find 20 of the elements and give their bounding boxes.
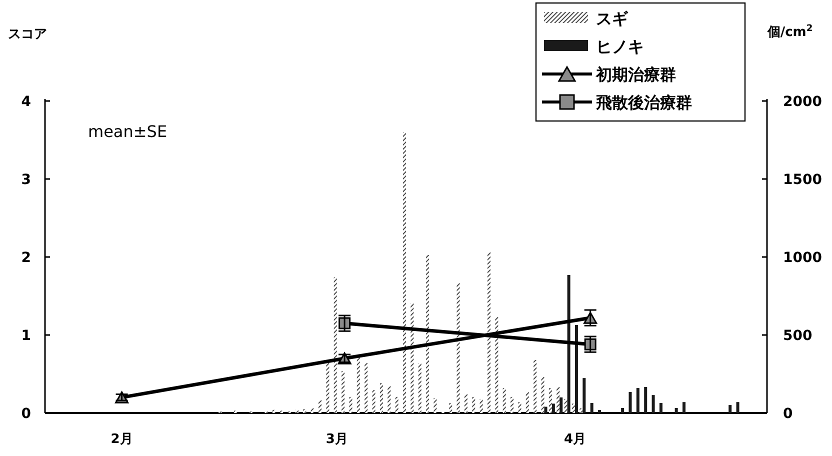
y-tick-label: 0	[21, 406, 32, 422]
y2-tick-label: 2000	[783, 94, 822, 110]
legend-label: スギ	[596, 9, 629, 28]
y-tick-label: 1	[21, 328, 31, 344]
legend-label: ヒノキ	[596, 37, 644, 56]
x-tick-label: 4月	[564, 432, 586, 447]
y2-tick-label: 1500	[783, 172, 822, 188]
legend-label: 飛散後治療群	[595, 93, 692, 112]
legend-label: 初期治療群	[595, 65, 676, 84]
y2-axis-title: 個/cm$^{2}$	[766, 24, 813, 40]
y-tick-label: 3	[21, 172, 31, 188]
annotation: mean±SE	[88, 122, 168, 141]
x-tick-label: 3月	[326, 432, 348, 447]
y-tick-label: 2	[21, 250, 31, 266]
y2-tick-label: 1000	[783, 250, 822, 266]
y2-tick-label: 0	[783, 406, 793, 422]
y-tick-label: 4	[21, 94, 32, 110]
x-tick-label: 2月	[110, 432, 133, 447]
y2-tick-label: 500	[783, 328, 812, 344]
y-axis-title: スコア	[8, 27, 47, 42]
